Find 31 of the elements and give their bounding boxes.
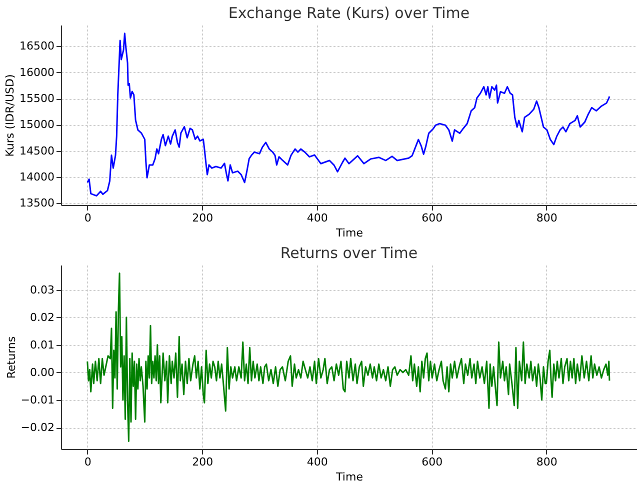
chart-title: Exchange Rate (Kurs) over Time <box>228 4 470 22</box>
y-tick-label: 0.01 <box>30 338 54 352</box>
x-tick-label: 800 <box>536 212 558 224</box>
y-tick-label: 15500 <box>20 92 54 106</box>
x-tick-label: 800 <box>536 456 558 468</box>
x-tick-label: 600 <box>422 456 443 468</box>
y-tick-label: 14000 <box>20 170 54 184</box>
x-tick-label: 0 <box>84 212 92 224</box>
y-axis-title: Kurs (IDR/USD) <box>4 74 17 157</box>
line-series <box>86 272 610 442</box>
y-tick-label: 14500 <box>20 144 54 158</box>
y-tick-label: −0.02 <box>20 421 54 434</box>
chart-title: Returns over Time <box>280 244 418 262</box>
y-tick-label: 16500 <box>20 40 54 53</box>
y-tick-label: −0.01 <box>20 393 54 406</box>
y-axis-title: Returns <box>4 336 18 379</box>
x-tick-label: 400 <box>306 212 328 224</box>
x-axis-title: Time <box>335 226 364 240</box>
y-tick-label: 13500 <box>20 196 54 210</box>
x-tick-label: 600 <box>422 212 443 224</box>
y-tick-label: 15000 <box>20 118 54 132</box>
x-tick-label: 200 <box>192 456 214 468</box>
y-tick-label: 16000 <box>20 66 54 79</box>
x-tick-label: 400 <box>306 456 328 468</box>
x-tick-label: 0 <box>84 456 92 468</box>
y-tick-label: 0.00 <box>30 366 54 379</box>
x-tick-label: 200 <box>192 212 214 224</box>
y-tick-label: 0.02 <box>30 310 54 324</box>
y-tick-label: 0.03 <box>30 283 54 296</box>
x-axis-title: Time <box>335 470 364 482</box>
line-series <box>86 32 610 197</box>
